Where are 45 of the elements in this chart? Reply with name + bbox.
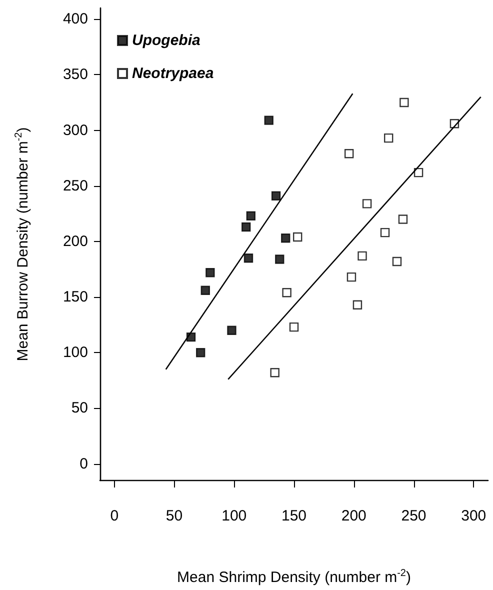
y-axis-title: Mean Burrow Density (number m-2) (14, 127, 32, 362)
point (275, 254, 284, 264)
x-tick-label: 50 (166, 508, 183, 524)
y-tick-label: 200 (62, 232, 88, 250)
y-tick-label: 100 (62, 344, 88, 362)
point (362, 199, 372, 208)
point (206, 268, 215, 278)
point (392, 256, 402, 266)
y-tick-label: 400 (62, 10, 88, 28)
legend-label: Neotrypaea (132, 65, 214, 82)
x-tick-label: 150 (281, 508, 307, 524)
point (414, 168, 424, 178)
point (264, 116, 274, 125)
point (246, 211, 256, 220)
legend-label: Upogebia (132, 32, 200, 49)
x-tick-label: 100 (222, 508, 247, 524)
point (200, 286, 210, 295)
point (242, 222, 251, 232)
point (271, 191, 281, 200)
point (244, 254, 254, 263)
y-tick-label: 0 (80, 455, 88, 472)
point (352, 300, 362, 310)
point (227, 326, 236, 336)
point (398, 214, 408, 224)
y-tick-label: 300 (62, 122, 88, 139)
y-tick-label: 250 (62, 177, 88, 194)
y-tick-label: 350 (62, 66, 88, 84)
point (346, 272, 356, 282)
x-tick-label: 250 (401, 508, 426, 524)
point (289, 322, 299, 332)
y-tick-label: 50 (71, 400, 88, 417)
point (400, 98, 409, 108)
point (282, 288, 292, 298)
point (292, 232, 302, 242)
point (380, 228, 390, 238)
x-tick-label: 200 (341, 508, 366, 524)
x-tick-label: 300 (461, 508, 486, 524)
point (344, 149, 354, 158)
point (358, 251, 367, 261)
point (384, 133, 394, 143)
x-tick-label: 0 (110, 508, 119, 524)
point (270, 368, 280, 378)
point (196, 348, 206, 358)
point (281, 234, 290, 243)
y-tick-label: 150 (62, 288, 88, 306)
